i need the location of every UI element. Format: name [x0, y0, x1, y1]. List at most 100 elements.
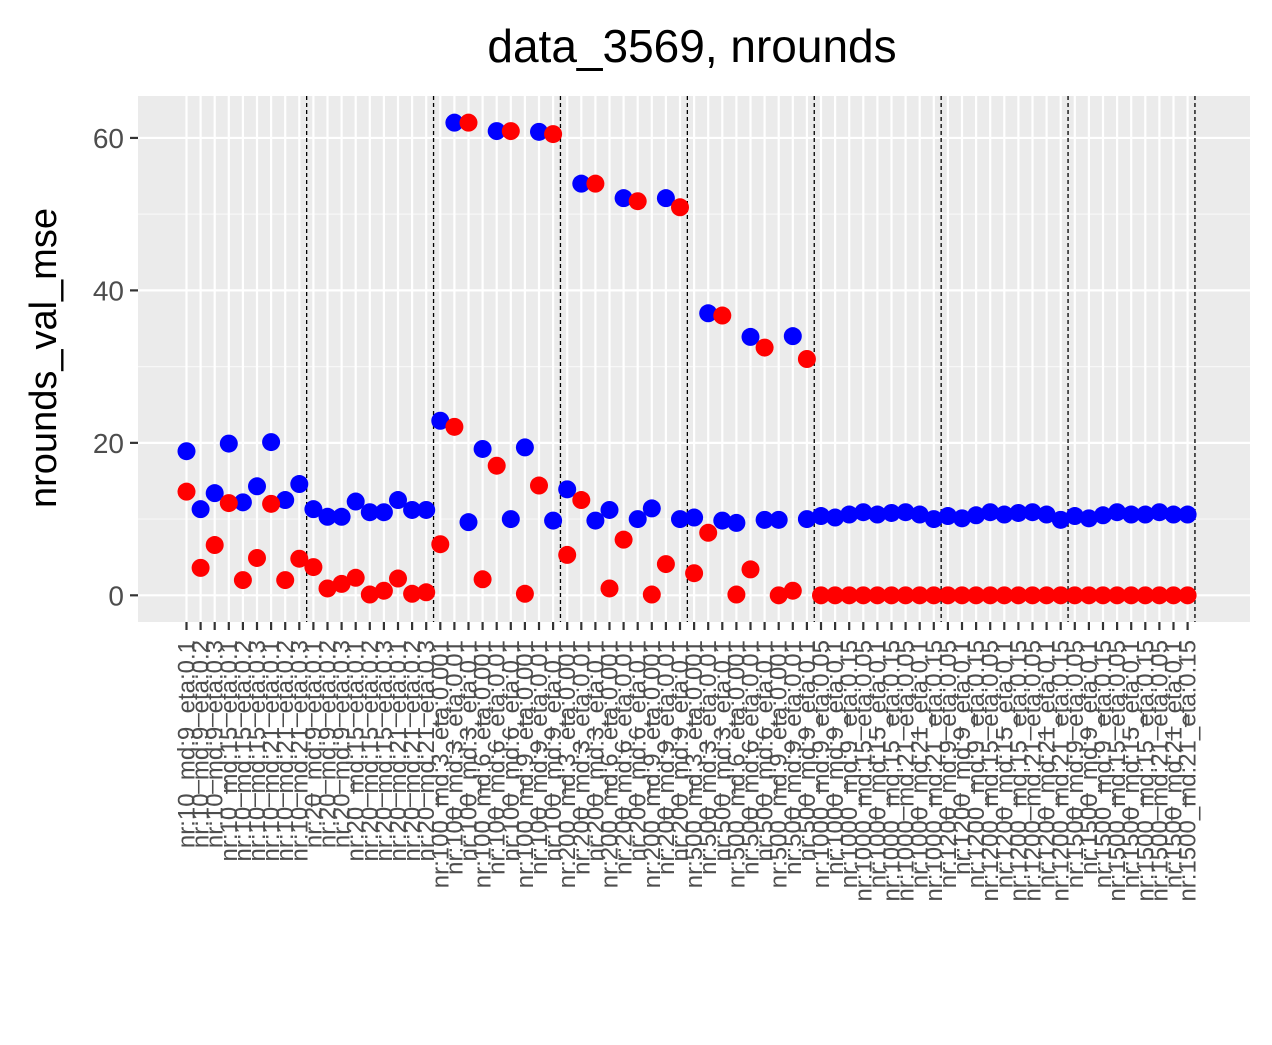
x-tick-label: nr:1000_md:9_eta:0.05 — [808, 640, 835, 888]
point-red — [515, 584, 534, 603]
x-tick-label: nr:10_md:9_eta:0.2 — [188, 640, 215, 848]
point-red — [938, 586, 957, 605]
x-tick-label: nr:20_md:21_eta:0.2 — [399, 640, 426, 862]
point-red — [1094, 586, 1112, 605]
point-blue — [1122, 505, 1141, 524]
x-tick-label: nr:20_md:9_eta:0.1 — [300, 640, 327, 848]
x-tick-label: nr:1200_md:9_eta:0.15 — [963, 640, 990, 888]
point-red — [318, 579, 337, 598]
point-blue — [501, 510, 520, 529]
point-red — [755, 338, 774, 357]
point-red — [854, 586, 873, 605]
x-tick-label: nr:200_md:3_eta:0.1 — [582, 640, 609, 862]
x-tick-label: nr:100_md:3_eta:0.001 — [427, 640, 454, 888]
point-red — [1122, 586, 1141, 605]
x-tick-label: nr:20_md:15_eta:0.2 — [357, 640, 384, 862]
point-blue — [614, 189, 633, 208]
point-blue — [1037, 505, 1056, 524]
point-blue — [896, 503, 915, 522]
x-tick-label: nr:1200_md:15_eta:0.15 — [1005, 640, 1032, 902]
x-tick-label: nr:10_md:21_eta:0.2 — [272, 640, 299, 862]
grid-lines — [138, 96, 1250, 622]
point-red — [642, 585, 661, 604]
point-blue — [910, 505, 929, 524]
x-tick-label: nr:1000_md:9_eta:0.1 — [822, 640, 849, 875]
x-axis: nr:10_md:9_eta:0.1nr:10_md:9_eta:0.2nr:1… — [174, 622, 1202, 902]
point-red — [1023, 586, 1042, 605]
point-red — [1136, 586, 1155, 605]
point-blue — [755, 510, 774, 529]
point-red — [671, 198, 689, 217]
point-blue — [642, 499, 661, 518]
point-blue — [389, 491, 407, 510]
x-tick-label: nr:500_md:9_eta:0.1 — [794, 640, 821, 862]
point-red — [530, 476, 548, 495]
x-tick-label: nr:200_md:3_eta:0.001 — [554, 640, 581, 888]
point-red — [1164, 586, 1183, 605]
x-tick-label: nr:1500_md:15_eta:0.15 — [1132, 640, 1159, 902]
point-blue — [699, 304, 718, 323]
point-blue — [191, 500, 210, 519]
point-blue — [346, 492, 365, 511]
point-blue — [205, 484, 224, 503]
x-tick-label: nr:1500_md:21_eta:0.1 — [1161, 640, 1188, 888]
point-red — [374, 581, 393, 600]
x-tick-label: nr:20_md:21_eta:0.1 — [385, 640, 412, 862]
point-red — [896, 586, 915, 605]
point-blue — [1094, 506, 1112, 525]
point-red — [332, 574, 351, 593]
x-tick-label: nr:20_md:9_eta:0.2 — [315, 640, 342, 848]
x-tick-label: nr:200_md:6_eta:0.1 — [625, 640, 652, 862]
point-blue — [924, 510, 943, 529]
point-red — [191, 558, 210, 577]
point-red — [177, 482, 196, 501]
point-red — [840, 586, 859, 605]
point-red — [459, 113, 478, 132]
data-points — [177, 113, 1197, 605]
x-tick-label: nr:1000_md:9_eta:0.15 — [836, 640, 863, 888]
x-tick-label: nr:100_md:6_eta:0.001 — [470, 640, 497, 888]
point-blue — [1079, 509, 1098, 528]
point-red — [219, 494, 238, 513]
x-tick-label: nr:1200_md:15_eta:0.1 — [991, 640, 1018, 888]
point-red — [346, 568, 365, 587]
point-blue — [417, 500, 436, 519]
point-blue — [586, 511, 605, 530]
x-tick-label: nr:500_md:6_eta:0.1 — [752, 640, 779, 862]
point-blue — [1009, 503, 1028, 522]
point-red — [812, 586, 830, 605]
x-tick-label: nr:1200_md:21_eta:0.05 — [1020, 640, 1047, 902]
x-tick-label: nr:10_md:21_eta:0.3 — [286, 640, 313, 862]
x-tick-label: nr:1500_md:15_eta:0.05 — [1104, 640, 1131, 902]
x-tick-label: nr:20_md:15_eta:0.1 — [343, 640, 370, 862]
point-blue — [276, 491, 295, 510]
point-red — [1079, 586, 1098, 605]
x-tick-label: nr:100_md:9_eta:0.1 — [540, 640, 567, 862]
point-red — [614, 530, 633, 549]
point-red — [995, 586, 1014, 605]
x-tick-label: nr:1500_md:9_eta:0.1 — [1076, 640, 1103, 875]
point-blue — [953, 509, 971, 528]
point-blue — [262, 433, 281, 452]
x-tick-label: nr:100_md:9_eta:0.001 — [512, 640, 539, 888]
point-blue — [727, 513, 746, 532]
x-tick-label: nr:20_md:15_eta:0.3 — [371, 640, 398, 862]
x-tick-label: nr:100_md:3_eta:0.1 — [456, 640, 483, 862]
point-red — [1009, 586, 1028, 605]
point-blue — [656, 189, 675, 208]
x-tick-label: nr:500_md:6_eta:0.001 — [723, 640, 750, 888]
point-blue — [233, 493, 252, 512]
chart-title: data_3569, nrounds — [487, 20, 896, 72]
x-tick-label: nr:100_md:9_eta:0.01 — [526, 640, 553, 875]
point-blue — [360, 503, 379, 522]
point-blue — [332, 507, 351, 526]
point-red — [473, 570, 492, 589]
x-tick-label: nr:10_md:15_eta:0.1 — [216, 640, 243, 862]
x-tick-label: nr:10_md:15_eta:0.2 — [230, 640, 257, 862]
point-blue — [248, 477, 266, 496]
point-blue — [431, 411, 450, 430]
point-blue — [1136, 505, 1155, 524]
point-red — [713, 306, 732, 325]
point-red — [967, 586, 986, 605]
